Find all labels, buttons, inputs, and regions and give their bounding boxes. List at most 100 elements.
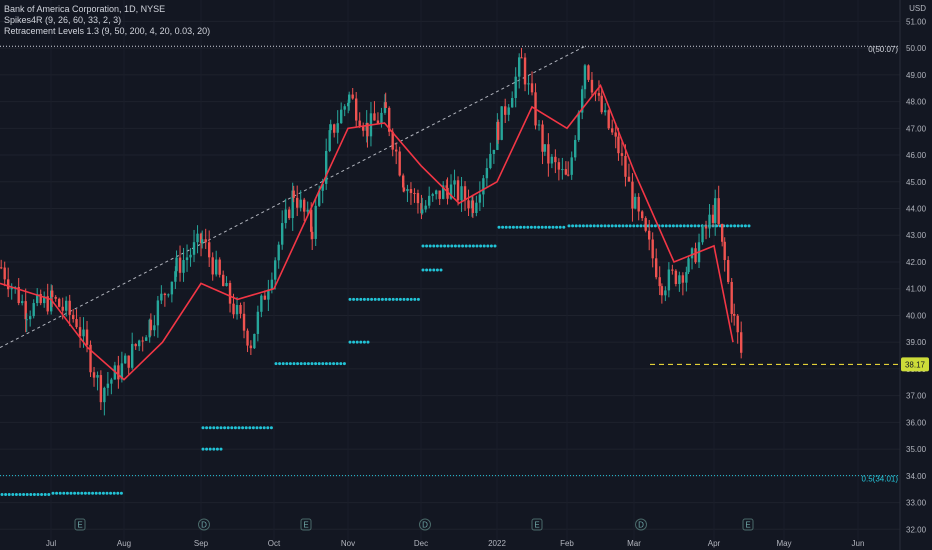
spike-dot (589, 224, 593, 228)
spike-dot (58, 491, 62, 495)
candle-body (228, 283, 232, 304)
candle-body (29, 316, 32, 320)
candle-body (156, 300, 160, 326)
candle-body (117, 365, 120, 380)
spike-dot (686, 224, 690, 228)
candle-body (174, 271, 177, 282)
time-axis[interactable]: Jul Aug Sep Oct Nov Dec 2022 Feb Mar Apr May Jun (46, 539, 865, 548)
candle-body (727, 260, 730, 282)
candle-body (46, 296, 49, 312)
spike-dot (621, 224, 625, 228)
spike-dot (362, 297, 366, 301)
spike-dot (380, 297, 384, 301)
indicator-spikes[interactable]: Spikes4R (9, 26, 60, 33, 2, 3) (4, 15, 122, 25)
candle-body (61, 306, 64, 311)
price-axis[interactable]: 32.0033.0034.0035.0036.0037.0038.0039.00… (899, 0, 927, 550)
price-tag-text: 38.17 (905, 360, 926, 369)
spike-dot (269, 426, 273, 430)
candle-body (321, 183, 324, 191)
spike-dot (432, 268, 436, 272)
spike-dot (116, 491, 120, 495)
spike-dot (435, 268, 439, 272)
y-tick-label: 49.00 (906, 71, 927, 80)
candle-body (163, 293, 167, 296)
spike-dot (4, 493, 8, 497)
spike-dot (471, 244, 475, 248)
candle-body (39, 294, 42, 304)
candle-body (167, 294, 170, 296)
candle-body (284, 209, 287, 224)
spike-dot (212, 426, 216, 430)
spike-dot (266, 426, 270, 430)
spike-dot (388, 297, 392, 301)
candle-body (730, 281, 733, 314)
candle-body (192, 242, 196, 255)
spike-dot (244, 426, 248, 430)
y-tick-label: 42.00 (906, 258, 927, 267)
candle-body (550, 156, 554, 164)
candle-body (267, 289, 270, 300)
spike-dot (501, 225, 505, 229)
symbol-title[interactable]: Bank of America Corporation, 1D, NYSE (4, 4, 166, 14)
spike-dot (446, 244, 450, 248)
spike-dot (299, 362, 303, 366)
candle-body (574, 139, 577, 158)
candle-body (658, 277, 661, 287)
spike-dot (259, 426, 263, 430)
spike-dot (457, 244, 461, 248)
candle-body (54, 296, 57, 299)
spike-dot (223, 426, 227, 430)
candle-body (32, 303, 35, 317)
spike-dot (303, 362, 307, 366)
spike-dot (251, 426, 255, 430)
candle-body (58, 298, 61, 307)
spike-dot (262, 426, 266, 430)
y-tick-label: 34.00 (906, 472, 927, 481)
spike-dot (32, 493, 36, 497)
indicator-retracement[interactable]: Retracement Levels 1.3 (9, 50, 200, 4, 2… (4, 26, 211, 36)
candle-body (178, 257, 182, 273)
candle-body (442, 185, 445, 199)
candle-body (685, 272, 688, 283)
level-label: 0(50.07) (868, 45, 898, 54)
spike-dot (314, 362, 318, 366)
candle-body (561, 169, 564, 171)
marker-letter: D (638, 521, 644, 530)
y-tick-label: 36.00 (906, 418, 927, 427)
spike-dots (0, 224, 751, 497)
candle-body (215, 259, 218, 275)
spike-dot (215, 447, 219, 451)
spike-dot (515, 225, 519, 229)
spike-dot (453, 244, 457, 248)
y-tick-label: 50.00 (906, 44, 927, 53)
candle-body (460, 186, 463, 201)
candle-body (85, 329, 89, 345)
candle-body (24, 301, 27, 320)
candle-body (581, 89, 584, 113)
y-tick-label: 39.00 (906, 338, 927, 347)
candle-body (409, 189, 413, 193)
spike-dot (529, 225, 533, 229)
spike-dot (384, 297, 388, 301)
candle-body (138, 340, 141, 347)
candle-body (17, 287, 20, 304)
candle-body (543, 144, 547, 152)
y-tick-label: 51.00 (906, 17, 927, 26)
candle-body (103, 387, 106, 403)
y-tick-label: 40.00 (906, 311, 927, 320)
candle-body (557, 162, 561, 170)
candle-body (733, 313, 736, 316)
trendline (0, 45, 586, 348)
candle-body (291, 190, 294, 219)
spike-dot (212, 447, 216, 451)
spike-dot (715, 224, 719, 228)
candle-body (362, 126, 365, 131)
candle-body (340, 109, 343, 124)
spike-dot (306, 362, 310, 366)
candle-body (270, 279, 274, 290)
spike-dot (693, 224, 697, 228)
spike-dot (94, 491, 98, 495)
candle-body (736, 315, 739, 333)
candle-body (445, 185, 448, 188)
